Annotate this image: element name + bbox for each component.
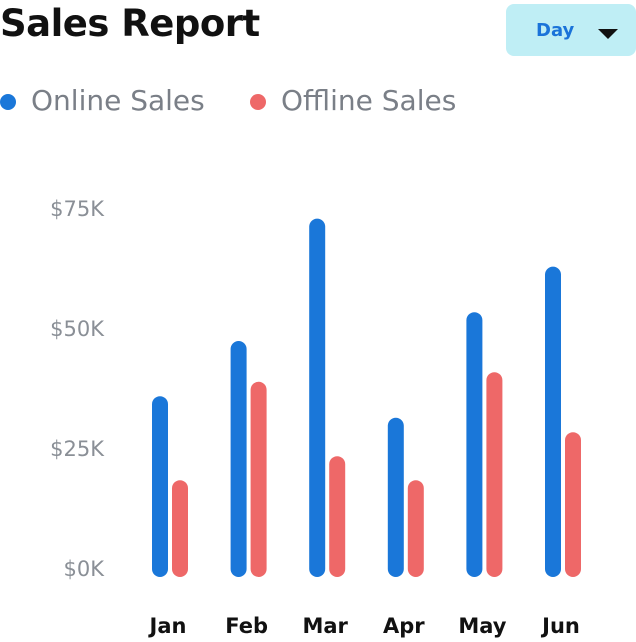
x-tick-label: Mar (302, 614, 348, 638)
y-tick-label: $0K (64, 557, 106, 581)
bar-offline-feb (250, 381, 267, 577)
bar-online-mar (309, 218, 326, 577)
legend-label-offline-sales: Offline Sales (281, 84, 457, 117)
bar-online-may (466, 312, 483, 577)
x-tick-label: May (458, 614, 506, 638)
y-tick-label: $75K (50, 197, 105, 221)
y-tick-label: $50K (50, 317, 105, 341)
bar-online-jan (152, 396, 168, 577)
x-tick-label: Jan (148, 614, 187, 638)
caret-down-icon (598, 29, 618, 39)
bar-offline-mar (329, 456, 346, 577)
legend-label-online-sales: Online Sales (31, 84, 205, 117)
y-tick-label: $25K (50, 437, 105, 461)
period-select[interactable]: Day (506, 4, 636, 56)
bar-offline-may (486, 372, 503, 577)
bar-offline-jun (565, 432, 581, 577)
x-tick-label: Jun (540, 614, 580, 638)
bar-offline-apr (407, 480, 424, 577)
bar-online-apr (387, 417, 404, 577)
bar-online-feb (230, 341, 247, 577)
legend-dot-offline (250, 94, 266, 110)
x-tick-label: Apr (383, 614, 425, 638)
page-title: Sales Report (0, 2, 260, 45)
x-tick-label: Feb (225, 614, 268, 638)
bar-offline-jan (172, 480, 188, 577)
legend-dot-online (0, 94, 16, 110)
period-select-value: Day (536, 20, 575, 41)
bar-online-jun (545, 266, 561, 577)
